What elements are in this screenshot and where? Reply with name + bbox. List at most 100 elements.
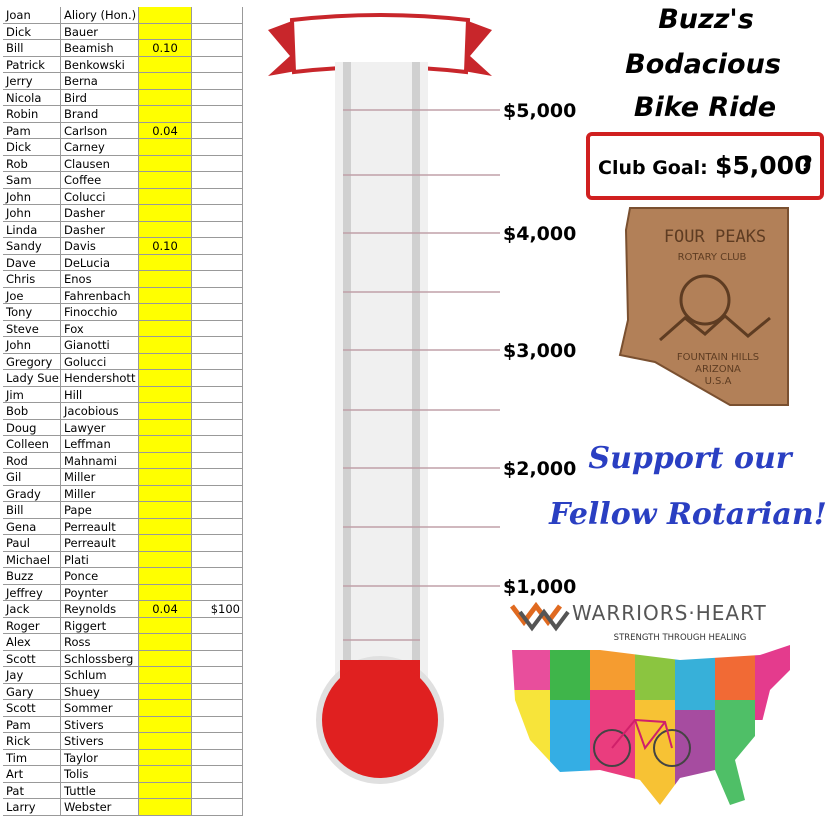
cell: Poynter — [61, 584, 139, 601]
cell: Lawyer — [61, 419, 139, 436]
cell — [139, 419, 192, 436]
cell — [192, 271, 243, 288]
cell: Davis — [61, 238, 139, 255]
cell: Art — [3, 766, 61, 783]
scale-label: $5,000 — [503, 100, 576, 122]
cell — [192, 634, 243, 651]
cell — [192, 766, 243, 783]
cell — [139, 320, 192, 337]
cell — [192, 304, 243, 321]
cell — [139, 584, 192, 601]
cell: Coffee — [61, 172, 139, 189]
bicycle — [593, 718, 691, 767]
cell — [139, 155, 192, 172]
cell: Benkowski — [61, 56, 139, 73]
cell — [139, 700, 192, 717]
cell — [192, 799, 243, 816]
cell: Leffman — [61, 436, 139, 453]
goal-label: Club Goal: — [598, 157, 708, 179]
cell: Plati — [61, 551, 139, 568]
cell — [192, 205, 243, 222]
cell: Stivers — [61, 716, 139, 733]
logo-text: FOUNTAIN HILLS — [677, 352, 759, 363]
cell: Michael — [3, 551, 61, 568]
cell — [139, 485, 192, 502]
cell — [192, 89, 243, 106]
cell — [139, 254, 192, 271]
cell — [139, 221, 192, 238]
cell: Colucci — [61, 188, 139, 205]
cell: Webster — [61, 799, 139, 816]
cell: Ponce — [61, 568, 139, 585]
cell: Robin — [3, 106, 61, 123]
cell — [192, 353, 243, 370]
cell: Fox — [61, 320, 139, 337]
cell: Jacobious — [61, 403, 139, 420]
cell: Carney — [61, 139, 139, 156]
scale-label: $3,000 — [503, 340, 576, 362]
cell — [192, 716, 243, 733]
cell — [192, 700, 243, 717]
cell: Pam — [3, 122, 61, 139]
cell: Brand — [61, 106, 139, 123]
cell — [192, 139, 243, 156]
cell: Larry — [3, 799, 61, 816]
cell — [192, 386, 243, 403]
cell — [192, 469, 243, 486]
cell — [139, 568, 192, 585]
cell — [139, 304, 192, 321]
cell — [192, 56, 243, 73]
cell — [139, 386, 192, 403]
title-line: Bike Ride — [634, 92, 776, 123]
cell: Jerry — [3, 73, 61, 90]
sponsor-tagline: STRENGTH THROUGH HEALING — [614, 633, 747, 643]
cell: Stivers — [61, 733, 139, 750]
cell: Bauer — [61, 23, 139, 40]
cell: Perreault — [61, 535, 139, 552]
thermometer — [316, 62, 500, 784]
scale-label: $1,000 — [503, 576, 576, 598]
cell — [192, 436, 243, 453]
cell — [192, 452, 243, 469]
cell — [192, 419, 243, 436]
cell: Sommer — [61, 700, 139, 717]
cell: Dave — [3, 254, 61, 271]
cell: Ross — [61, 634, 139, 651]
logo-text: FOUR PEAKS — [664, 227, 766, 247]
cell — [139, 271, 192, 288]
cell: Bird — [61, 89, 139, 106]
cell — [192, 667, 243, 684]
logo-text: ROTARY CLUB — [678, 252, 747, 263]
cell — [139, 73, 192, 90]
cell — [192, 535, 243, 552]
cell — [192, 238, 243, 255]
cell — [139, 650, 192, 667]
cell: Scott — [3, 650, 61, 667]
cell: Scott — [3, 700, 61, 717]
cell: 0.10 — [139, 238, 192, 255]
cell: Paul — [3, 535, 61, 552]
cell: Dasher — [61, 221, 139, 238]
cell: John — [3, 205, 61, 222]
cell — [139, 188, 192, 205]
cell — [139, 782, 192, 799]
cell: John — [3, 337, 61, 354]
cell: Lady Sue — [3, 370, 61, 387]
cell: Buzz — [3, 568, 61, 585]
cell: DeLucia — [61, 254, 139, 271]
cell — [139, 551, 192, 568]
cell: Chris — [3, 271, 61, 288]
cell — [192, 749, 243, 766]
cell — [139, 89, 192, 106]
cell — [139, 535, 192, 552]
cell: Clausen — [61, 155, 139, 172]
cell: Gianotti — [61, 337, 139, 354]
cell — [139, 502, 192, 519]
cell — [192, 733, 243, 750]
cell — [139, 436, 192, 453]
cell: Jack — [3, 601, 61, 618]
cell — [139, 799, 192, 816]
cell — [192, 782, 243, 799]
cell — [192, 518, 243, 535]
cell: Jim — [3, 386, 61, 403]
